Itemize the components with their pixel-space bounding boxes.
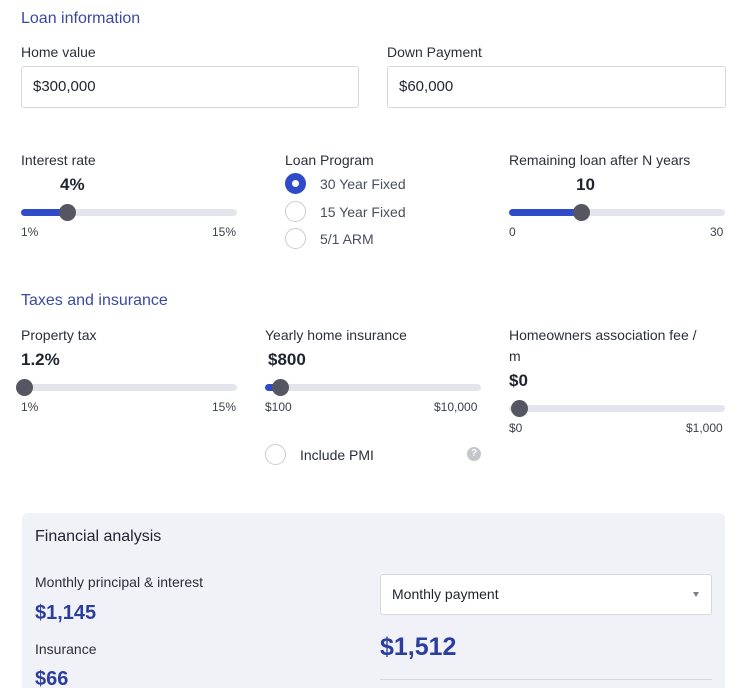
remaining-loan-value: 10	[576, 175, 595, 194]
remaining-loan-slider[interactable]	[509, 204, 725, 221]
chevron-down-icon	[693, 592, 699, 597]
loan-information-heading: Loan information	[21, 10, 141, 27]
interest-rate-max: 15%	[212, 225, 237, 239]
interest-rate-slider-fill	[21, 209, 68, 216]
down-payment-input[interactable]: $60,000	[387, 66, 726, 108]
include-pmi-label: Include PMI	[300, 447, 374, 463]
question-icon[interactable]: ?	[467, 447, 481, 461]
interest-rate-min: 1%	[21, 225, 39, 239]
interest-rate-slider[interactable]	[21, 204, 237, 221]
remaining-loan-slider-fill	[509, 209, 581, 216]
radio-30-year-fixed[interactable]	[285, 173, 306, 194]
remaining-loan-min: 0	[509, 225, 516, 239]
insurance-value: $66	[35, 668, 69, 688]
financial-analysis-panel: Financial analysis Monthly principal & i…	[22, 513, 725, 688]
home-insurance-value: $800	[268, 350, 306, 369]
remaining-loan-slider-thumb[interactable]	[572, 204, 590, 221]
remaining-loan-max: 30	[710, 225, 724, 239]
property-tax-label: Property tax	[21, 327, 97, 343]
payment-period-selected: Monthly payment	[392, 586, 499, 602]
down-payment-label: Down Payment	[387, 44, 482, 60]
home-insurance-slider-thumb[interactable]	[272, 379, 290, 396]
home-insurance-label: Yearly home insurance	[265, 327, 407, 343]
property-tax-slider[interactable]	[16, 379, 237, 396]
insurance-label: Insurance	[35, 641, 97, 657]
hoa-slider-thumb[interactable]	[511, 400, 528, 417]
interest-rate-value: 4%	[60, 175, 85, 194]
hoa-slider[interactable]	[509, 400, 725, 417]
principal-interest-label: Monthly principal & interest	[35, 574, 204, 590]
include-pmi-checkbox[interactable]	[265, 444, 286, 465]
hoa-value: $0	[509, 371, 528, 390]
radio-5-1-arm[interactable]	[285, 228, 306, 249]
hoa-label-line1: Homeowners association fee /	[509, 327, 697, 343]
hoa-max: $1,000	[686, 421, 723, 435]
divider	[380, 679, 712, 680]
home-insurance-max: $10,000	[434, 400, 478, 414]
principal-interest-value: $1,145	[35, 602, 97, 624]
total-payment-value: $1,512	[380, 633, 457, 661]
interest-rate-label: Interest rate	[21, 152, 96, 168]
financial-analysis-title: Financial analysis	[35, 528, 162, 545]
property-tax-max: 15%	[212, 400, 237, 414]
interest-rate-slider-thumb[interactable]	[59, 204, 77, 221]
home-value-input[interactable]: $300,000	[21, 66, 359, 108]
home-insurance-min: $100	[265, 400, 292, 414]
property-tax-value: 1.2%	[21, 350, 60, 369]
hoa-label-line2: m	[509, 348, 521, 364]
taxes-insurance-heading: Taxes and insurance	[21, 292, 168, 309]
remaining-loan-label: Remaining loan after N years	[509, 152, 691, 168]
property-tax-slider-thumb[interactable]	[16, 379, 34, 396]
hoa-min: $0	[509, 421, 523, 435]
loan-program-label: Loan Program	[285, 152, 374, 168]
radio-label-5-1-arm: 5/1 ARM	[320, 231, 374, 247]
payment-period-select[interactable]: Monthly payment	[380, 574, 712, 615]
home-insurance-slider[interactable]	[265, 379, 481, 396]
home-value-label: Home value	[21, 44, 96, 60]
property-tax-min: 1%	[21, 400, 39, 414]
radio-label-30-year-fixed: 30 Year Fixed	[320, 176, 406, 192]
radio-15-year-fixed[interactable]	[285, 201, 306, 222]
radio-label-15-year-fixed: 15 Year Fixed	[320, 204, 406, 220]
